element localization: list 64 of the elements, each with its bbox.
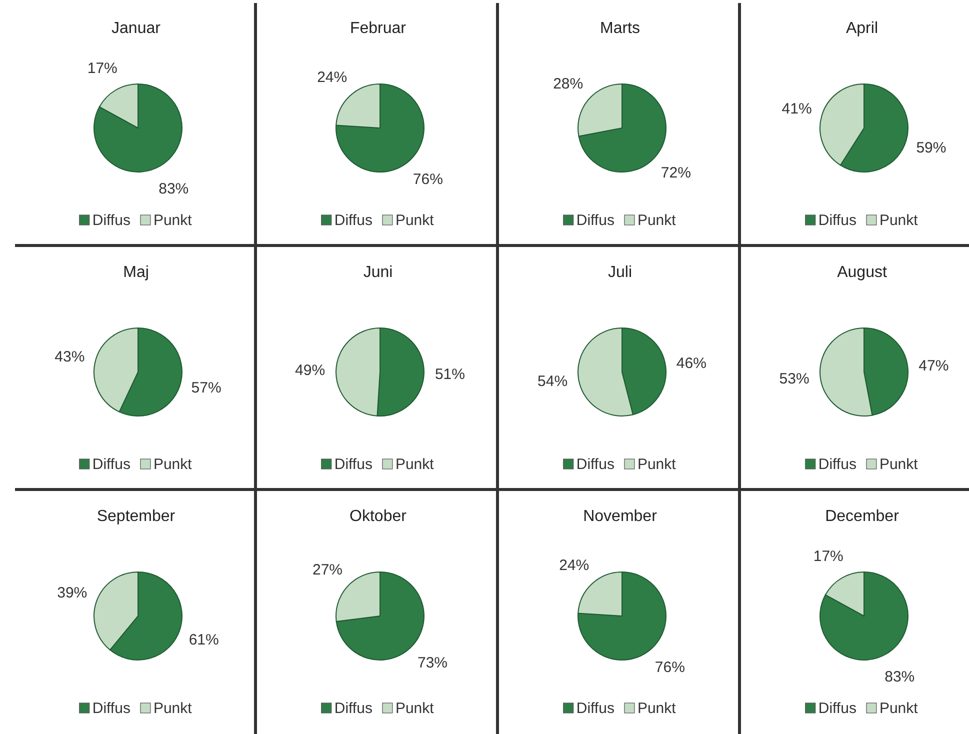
legend-label: Diffus — [334, 456, 372, 473]
data-label: 43% — [54, 348, 85, 366]
data-label: 41% — [782, 100, 812, 118]
legend-label: Punkt — [637, 212, 677, 229]
data-label: 39% — [57, 584, 88, 602]
data-label: 76% — [654, 659, 685, 676]
legend-label: Diffus — [334, 700, 372, 717]
legend-label: Diffus — [576, 700, 614, 717]
pie-slice — [820, 572, 908, 660]
legend-label: Diffus — [92, 456, 130, 473]
legend-label: Diffus — [818, 700, 856, 717]
data-label: 28% — [553, 75, 584, 92]
data-label: 47% — [918, 357, 949, 374]
chart-title: November — [583, 508, 658, 525]
data-label: 17% — [87, 60, 118, 77]
legend-label: Diffus — [818, 456, 856, 473]
legend-label: Punkt — [637, 700, 677, 717]
chart-title: Juni — [363, 264, 393, 281]
data-label: 83% — [884, 668, 915, 686]
chart-title: April — [846, 20, 878, 37]
data-label: 83% — [158, 180, 189, 198]
chart-title: Maj — [123, 264, 149, 281]
legend-label: Punkt — [395, 212, 435, 229]
data-label: 24% — [317, 68, 348, 86]
data-label: 24% — [559, 556, 590, 574]
data-label: 72% — [660, 164, 691, 182]
legend-label: Diffus — [576, 212, 614, 229]
chart-title: Januar — [112, 20, 162, 37]
data-label: 61% — [188, 632, 219, 649]
data-label: 46% — [676, 355, 706, 372]
chart-title: Februar — [350, 20, 407, 37]
data-label: 27% — [312, 562, 343, 579]
legend-label: Punkt — [153, 456, 193, 473]
data-label: 57% — [191, 379, 222, 396]
data-label: 59% — [916, 140, 946, 157]
pie-slice — [336, 84, 424, 172]
legend-label: Punkt — [879, 212, 919, 229]
pie-slice — [578, 572, 666, 660]
chart-title: Marts — [600, 20, 640, 37]
chart-title: August — [837, 264, 888, 281]
legend-label: Punkt — [395, 456, 435, 473]
legend-label: Diffus — [334, 212, 372, 229]
chart-title: Oktober — [350, 508, 408, 525]
legend-label: Punkt — [637, 456, 677, 473]
legend-label: Punkt — [153, 700, 193, 717]
legend-label: Diffus — [576, 456, 614, 473]
legend-label: Punkt — [879, 700, 919, 717]
legend-label: Punkt — [153, 212, 193, 229]
legend-label: Punkt — [395, 700, 435, 717]
chart-title: December — [825, 508, 900, 525]
pie-slice — [94, 84, 182, 172]
data-label: 49% — [295, 362, 326, 379]
data-label: 17% — [813, 548, 844, 565]
chart-title: September — [96, 508, 176, 525]
data-label: 53% — [779, 370, 810, 388]
legend-label: Diffus — [818, 212, 856, 229]
legend-label: Diffus — [92, 212, 130, 229]
data-label: 54% — [538, 372, 568, 390]
data-label: 73% — [417, 654, 448, 672]
data-label: 76% — [412, 171, 443, 188]
legend-label: Diffus — [92, 700, 130, 717]
data-label: 51% — [434, 366, 465, 384]
chart-title: Juli — [608, 264, 632, 281]
legend-label: Punkt — [879, 456, 919, 473]
